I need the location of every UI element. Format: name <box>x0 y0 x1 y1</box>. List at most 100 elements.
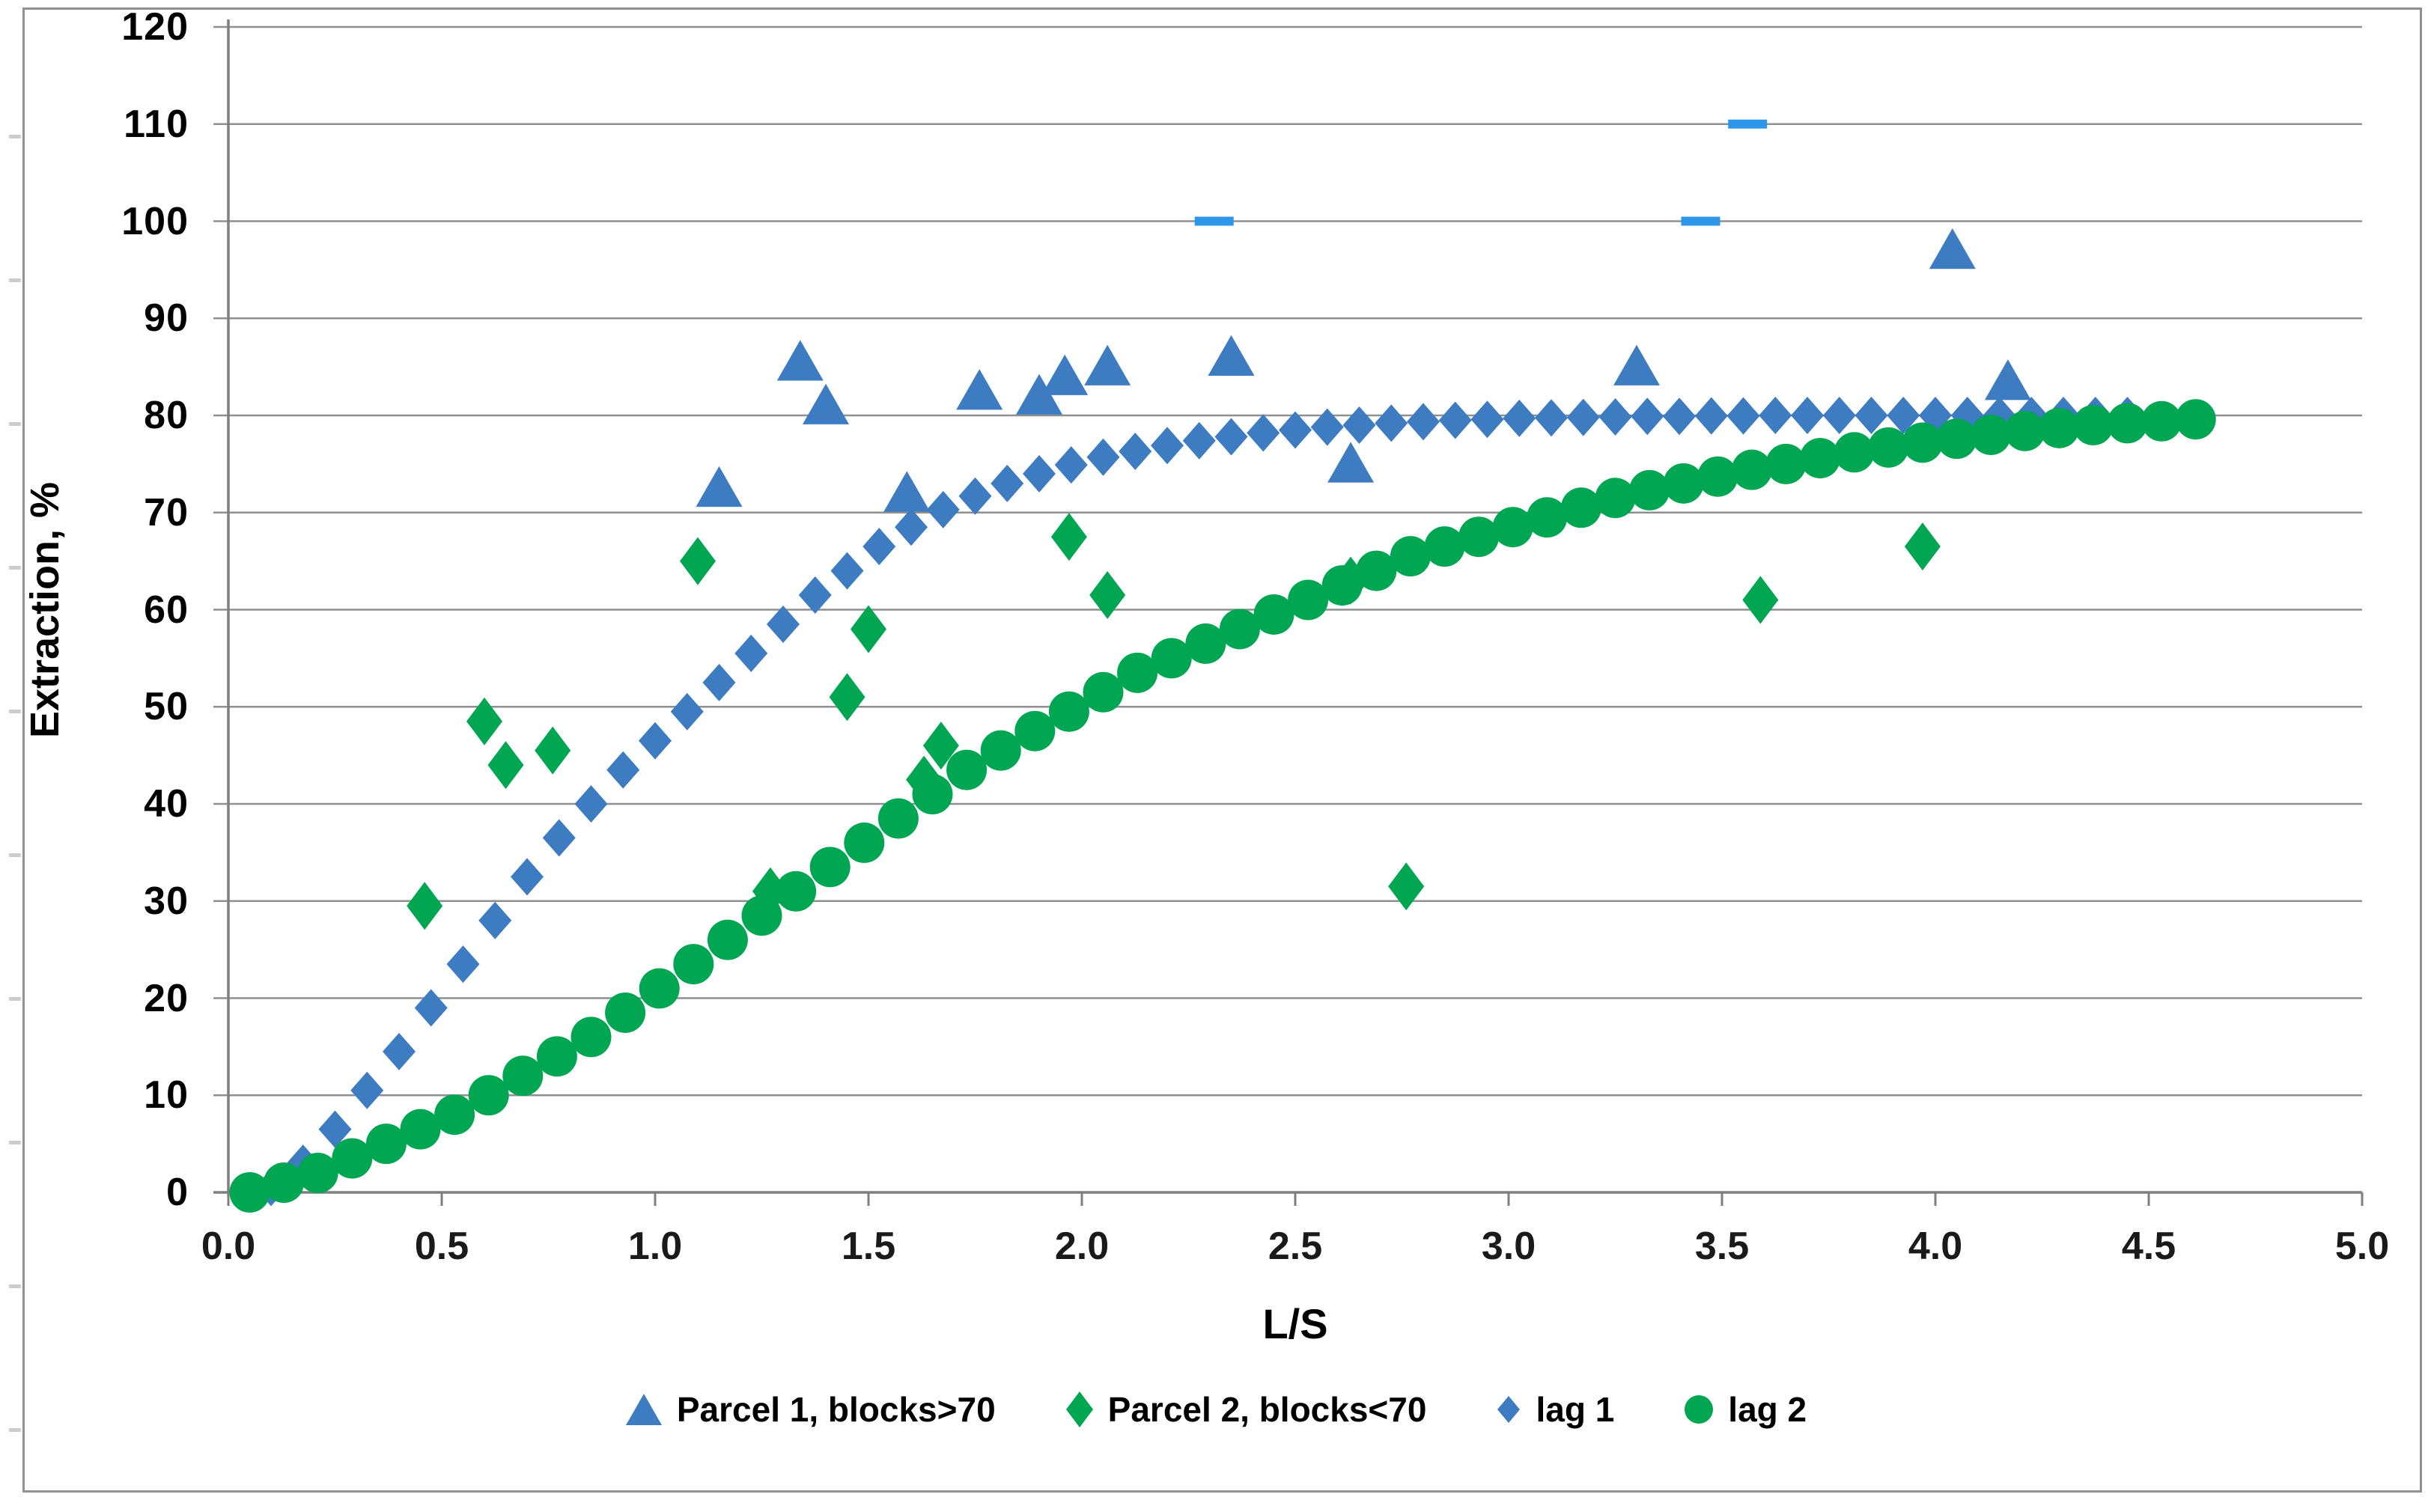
parcel2-point <box>829 673 865 722</box>
y-tick-label-70: 70 <box>144 490 189 534</box>
lag2-point <box>1663 463 1704 504</box>
parcel2-point <box>1388 862 1425 911</box>
edge-tick-mark <box>9 278 21 282</box>
parcel1-point <box>883 471 931 512</box>
lag2-point <box>264 1162 305 1204</box>
y-tick-label-80: 80 <box>144 394 189 437</box>
parcel2-point <box>1089 571 1126 620</box>
parcel2-point <box>466 697 502 746</box>
lag2-point <box>1048 691 1089 732</box>
parcel1-point <box>1327 442 1375 483</box>
parcel2-point <box>535 726 571 775</box>
lag2-point <box>1219 609 1260 650</box>
lag1-point <box>414 989 448 1027</box>
lag2-point <box>707 919 748 960</box>
parcel1-clipped-point <box>1194 216 1234 226</box>
legend-item-2: Parcel 2, blocks<70 <box>1065 1389 1426 1430</box>
y-tick-label-110: 110 <box>124 102 189 146</box>
lag2-point <box>2039 407 2080 448</box>
lag1-point <box>1407 403 1440 441</box>
lag2-point <box>1731 449 1772 490</box>
parcel2-point <box>851 605 886 653</box>
parcel1-clipped-point <box>1728 119 1768 129</box>
lag1-point <box>926 490 960 528</box>
edge-tick-mark <box>9 710 21 713</box>
lag2-point <box>536 1036 577 1077</box>
lag1-point <box>1470 400 1504 439</box>
legend-marker-diamond-icon <box>1065 1390 1095 1429</box>
lag1-point <box>702 663 736 701</box>
y-tick-label-20: 20 <box>144 976 189 1020</box>
lag2-point <box>1560 487 1601 528</box>
parcel2-point <box>407 882 443 930</box>
lag1-point <box>1279 411 1312 449</box>
parcel1-point <box>1984 359 2031 400</box>
parcel2-point <box>1333 556 1369 605</box>
x-axis-title: L/S <box>1262 1300 1328 1347</box>
lag2-point <box>1288 579 1329 621</box>
parcel2-point <box>752 867 788 915</box>
lag2-point <box>946 749 988 790</box>
parcel1-point <box>956 369 1003 410</box>
parcel1-clipped-point <box>1681 216 1720 226</box>
lag2-point <box>605 992 646 1033</box>
lag2-point <box>1527 497 1568 538</box>
x-tick-label-0.5: 0.5 <box>414 1225 469 1268</box>
lag1-point <box>1214 418 1248 456</box>
lag2-point <box>776 871 817 912</box>
y-tick-label-10: 10 <box>144 1073 189 1118</box>
x-tick-label-2.5: 2.5 <box>1268 1225 1323 1268</box>
lag2-point <box>365 1124 407 1165</box>
lag2-point <box>1151 638 1192 679</box>
lag2-point <box>400 1109 441 1150</box>
x-tick-label-3.5: 3.5 <box>1694 1225 1750 1268</box>
lag1-point <box>1086 438 1120 476</box>
parcel2-point <box>487 741 524 790</box>
lag1-point <box>991 464 1024 502</box>
parcel1-point <box>1208 335 1255 376</box>
lag1-point <box>1535 399 1568 437</box>
parcel1-point <box>803 383 849 424</box>
lag1-point <box>606 751 640 789</box>
edge-tick-mark <box>9 422 21 426</box>
y-tick-label-60: 60 <box>144 588 189 632</box>
lag1-point <box>1855 397 1888 434</box>
lag1-point <box>1822 397 1856 434</box>
legend-item-1: Parcel 1, blocks>70 <box>624 1389 996 1430</box>
legend-label: Parcel 1, blocks>70 <box>676 1390 996 1429</box>
lag1-point <box>895 508 928 546</box>
lag1-point <box>1887 397 1920 434</box>
parcel1-point <box>1929 228 1976 269</box>
lag1-point <box>734 634 768 672</box>
y-tick-label-30: 30 <box>144 879 189 923</box>
lag2-point <box>673 944 714 985</box>
legend-marker-circle-icon <box>1683 1394 1715 1425</box>
lag1-point <box>1694 397 1728 435</box>
lag1-point <box>1566 398 1600 436</box>
lag1-point <box>1598 397 1632 436</box>
lag1-point <box>1247 414 1280 452</box>
lag2-point <box>571 1016 612 1058</box>
y-tick-label-40: 40 <box>144 782 189 826</box>
lag1-point <box>574 785 608 823</box>
lag2-point <box>1902 422 1943 463</box>
edge-tick-mark <box>9 135 21 138</box>
lag1-point <box>318 1110 352 1148</box>
lag2-point <box>1424 526 1465 567</box>
lag2-point <box>434 1094 475 1135</box>
lag1-point <box>383 1032 416 1070</box>
lag1-point <box>670 692 704 731</box>
lag2-point <box>1697 456 1738 497</box>
lag2-point <box>877 798 919 839</box>
parcel2-point <box>1742 576 1779 624</box>
lag2-point <box>468 1075 509 1116</box>
parcel2-point <box>906 755 943 804</box>
lag1-point <box>830 552 864 590</box>
x-tick-label-2.0: 2.0 <box>1054 1225 1110 1268</box>
legend-item-4: lag 2 <box>1683 1389 1807 1430</box>
lag2-point <box>502 1055 544 1097</box>
lag2-point <box>1834 432 1875 473</box>
parcel2-point <box>1050 513 1087 561</box>
lag1-point <box>1503 399 1536 437</box>
